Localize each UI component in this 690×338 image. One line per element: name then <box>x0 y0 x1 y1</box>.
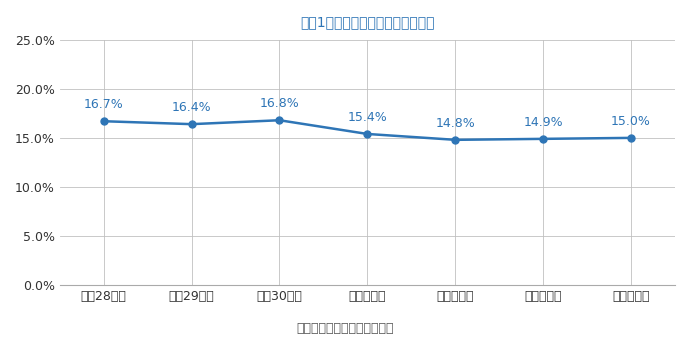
Text: 【資料】刈谷市歯科健康診査: 【資料】刈谷市歯科健康診査 <box>296 322 394 335</box>
Text: 16.4%: 16.4% <box>172 101 211 114</box>
Text: 14.8%: 14.8% <box>435 117 475 130</box>
Text: 15.4%: 15.4% <box>348 111 387 124</box>
Text: 14.9%: 14.9% <box>523 116 563 129</box>
Text: 16.8%: 16.8% <box>259 97 299 111</box>
Text: 16.7%: 16.7% <box>83 98 124 112</box>
Text: 15.0%: 15.0% <box>611 115 651 128</box>
Title: 【図1】歯科健康診査受診率の推移: 【図1】歯科健康診査受診率の推移 <box>300 15 435 29</box>
